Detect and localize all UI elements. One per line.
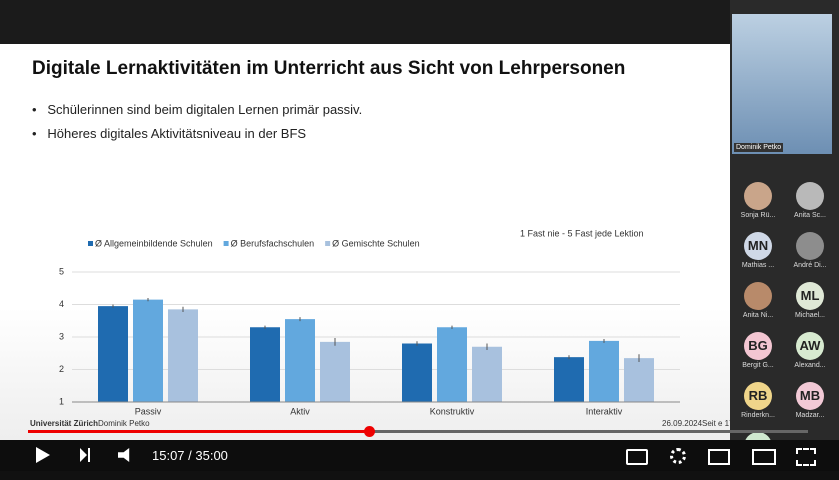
y-tick-label: 5 [59, 266, 64, 276]
player-controls: 15:07 / 35:00 [0, 440, 839, 471]
scale-note: 1 Fast nie - 5 Fast jede Lektion [520, 228, 644, 238]
bar [554, 357, 584, 402]
avatar: MN [744, 232, 772, 260]
x-tick-label: Aktiv [290, 406, 310, 416]
x-tick-label: Konstruktiv [430, 406, 475, 416]
avatar: RB [744, 382, 772, 410]
subtitles-button[interactable] [626, 449, 648, 465]
avatar [796, 232, 824, 260]
x-tick-label: Interaktiv [586, 406, 623, 416]
participant-tile[interactable]: André Di... [785, 228, 835, 280]
theater-button[interactable] [752, 449, 776, 465]
bar [624, 358, 654, 402]
participant-name: Anita Ni... [733, 312, 783, 319]
bar [98, 306, 128, 402]
y-tick-label: 2 [59, 364, 64, 374]
chart: 1 Fast nie - 5 Fast jede Lektion Univers… [0, 0, 730, 440]
bar [472, 347, 502, 402]
participant-tile[interactable]: ML Michael... [785, 278, 835, 330]
bar [320, 342, 350, 402]
participant-tile[interactable]: AW Alexand... [785, 328, 835, 380]
participant-name: Madzar... [785, 412, 835, 419]
participant-name: André Di... [785, 262, 835, 269]
participant-name: Mathias ... [733, 262, 783, 269]
avatar: MB [796, 382, 824, 410]
participant-tile[interactable]: Anita Sc... [785, 178, 835, 230]
footer-author: Dominik Petko [98, 419, 150, 428]
participant-tile[interactable]: Anita Ni... [733, 278, 783, 330]
settings-button[interactable] [670, 448, 686, 464]
legend-swatch [325, 241, 330, 246]
avatar [796, 182, 824, 210]
next-button[interactable] [80, 448, 90, 462]
avatar [744, 182, 772, 210]
participant-name: Rinderkn... [733, 412, 783, 419]
legend-label: Ø Berufsfachschulen [231, 238, 315, 248]
participant-tile[interactable]: Sonja Rü... [733, 178, 783, 230]
legend-swatch [224, 241, 229, 246]
footer-page: Seit e 17 [702, 419, 730, 428]
progress-handle[interactable] [364, 426, 375, 437]
bar [250, 327, 280, 402]
time-display: 15:07 / 35:00 [152, 448, 228, 463]
participant-name: Michael... [785, 312, 835, 319]
participant-tile[interactable]: RB Rinderkn... [733, 378, 783, 430]
page: Digitale Lernaktivitäten im Unterricht a… [0, 0, 839, 471]
avatar: BG [744, 332, 772, 360]
participant-tile[interactable]: MN Mathias ... [733, 228, 783, 280]
avatar: ML [796, 282, 824, 310]
progress-played [28, 430, 370, 433]
y-tick-label: 3 [59, 331, 64, 341]
x-tick-label: Passiv [135, 406, 162, 416]
participant-tile[interactable]: MB Madzar... [785, 378, 835, 430]
bar [589, 341, 619, 402]
participant-tile[interactable]: BG Bergit G... [733, 328, 783, 380]
presenter-label: Dominik Petko [734, 143, 783, 152]
legend-label: Ø Gemischte Schulen [332, 238, 420, 248]
avatar: AW [796, 332, 824, 360]
bar [168, 309, 198, 402]
presenter-video[interactable]: Dominik Petko [732, 14, 832, 154]
play-button[interactable] [36, 447, 50, 463]
bar [133, 300, 163, 402]
bar [437, 327, 467, 402]
participant-name: Anita Sc... [785, 212, 835, 219]
legend-label: Ø Allgemeinbildende Schulen [95, 238, 213, 248]
y-tick-label: 4 [59, 299, 64, 309]
legend-swatch [88, 241, 93, 246]
miniplayer-button[interactable] [708, 449, 730, 465]
participant-name: Alexand... [785, 362, 835, 369]
bar [402, 344, 432, 403]
footer-date: 26.09.2024 [662, 419, 703, 428]
y-tick-label: 1 [59, 396, 64, 406]
participant-name: Bergit G... [733, 362, 783, 369]
participant-name: Sonja Rü... [733, 212, 783, 219]
fullscreen-button[interactable] [796, 448, 816, 466]
footer-org: Universität Zürich [30, 419, 98, 428]
avatar [744, 282, 772, 310]
bar [285, 319, 315, 402]
volume-button[interactable] [118, 448, 132, 462]
